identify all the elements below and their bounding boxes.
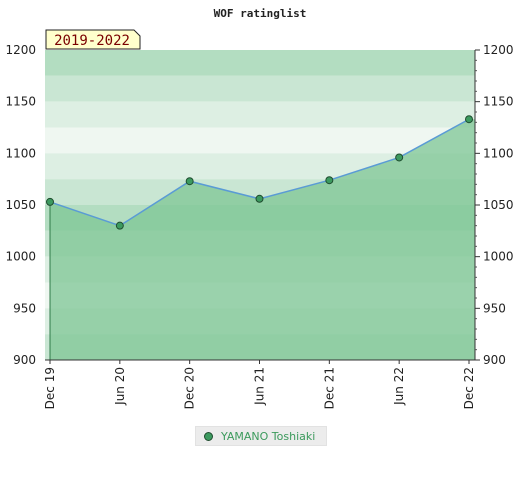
y-tick-label-right: 1200 — [483, 43, 514, 57]
x-tick-label: Jun 21 — [253, 367, 267, 406]
x-tick-label: Dec 20 — [183, 367, 197, 409]
y-tick-label-right: 1150 — [483, 95, 514, 109]
legend: YAMANO Toshiaki — [195, 426, 327, 446]
axis-layer: 900 900 950 950 1000 1000 1050 1050 1100 1100 1150… — [5, 43, 513, 409]
y-tick-label-right: 950 — [483, 301, 506, 315]
y-tick-label-left: 900 — [13, 353, 36, 367]
chart-title: WOF ratinglist — [214, 7, 307, 20]
x-tick-label: Dec 22 — [462, 367, 476, 409]
data-point — [255, 194, 264, 203]
y-tick-label-left: 1150 — [5, 95, 36, 109]
data-point — [465, 115, 473, 124]
marker-layer — [46, 115, 473, 230]
y-tick-label-right: 900 — [483, 353, 506, 367]
background-band — [45, 50, 475, 76]
year-badge-shape — [45, 29, 141, 50]
y-tick-label-right: 1000 — [483, 250, 514, 264]
legend-marker-icon — [204, 431, 213, 441]
y-tick-label-left: 950 — [13, 301, 36, 315]
y-tick-label-left: 1100 — [5, 146, 36, 160]
y-tick-label-left: 1200 — [5, 43, 36, 57]
area-layer — [49, 119, 475, 360]
y-tick-label-left: 1050 — [5, 198, 36, 212]
year-badge-label: 2019-2022 — [54, 33, 130, 49]
background-band — [45, 101, 475, 128]
y-tick-label-right: 1050 — [483, 198, 514, 212]
x-tick-label: Jun 22 — [392, 367, 406, 406]
x-tick-label: Dec 21 — [322, 367, 336, 409]
data-point — [325, 176, 334, 185]
data-point — [115, 221, 124, 230]
background-band — [45, 75, 475, 102]
x-tick-label: Jun 20 — [113, 367, 127, 406]
year-badge: 2019-2022 — [45, 29, 141, 50]
y-tick-label-right: 1100 — [483, 146, 514, 160]
y-tick-label-left: 1000 — [5, 250, 36, 264]
background-band — [45, 127, 475, 154]
x-tick-label: Dec 19 — [43, 367, 57, 409]
legend-label: YAMANO Toshiaki — [221, 429, 316, 443]
data-point — [46, 197, 54, 206]
data-point — [185, 177, 194, 186]
data-point — [395, 153, 404, 162]
series-area — [50, 119, 475, 360]
